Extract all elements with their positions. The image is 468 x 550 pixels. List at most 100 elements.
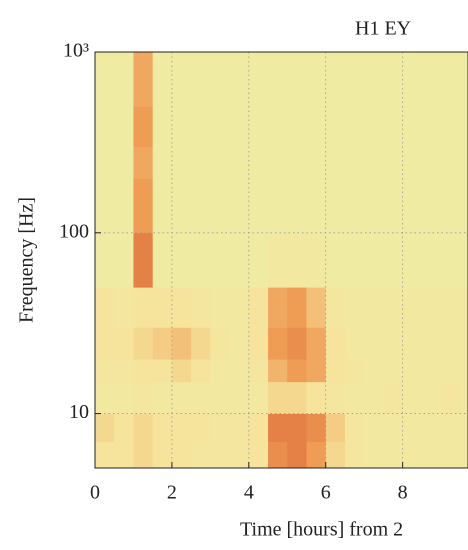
heat-cell xyxy=(287,382,307,414)
heat-cell xyxy=(153,414,173,442)
heat-cell xyxy=(268,178,288,233)
heat-cell xyxy=(403,233,423,288)
heat-cell xyxy=(230,414,250,442)
heat-cell xyxy=(133,327,153,359)
heat-cell xyxy=(306,359,326,382)
heat-cell xyxy=(114,359,134,382)
heat-cell xyxy=(95,106,115,147)
heat-cell xyxy=(326,414,346,442)
heat-cell xyxy=(306,382,326,414)
heat-cell xyxy=(172,442,192,469)
heat-cell xyxy=(191,359,211,382)
heat-cell xyxy=(153,178,173,233)
heat-cell xyxy=(230,382,250,414)
heat-cell xyxy=(210,359,230,382)
heat-cell xyxy=(441,52,461,107)
heat-cell xyxy=(172,52,192,107)
heat-cell xyxy=(364,414,384,442)
heat-cell xyxy=(172,106,192,147)
heat-cell xyxy=(114,442,134,469)
heat-cell xyxy=(326,106,346,147)
heat-cell xyxy=(230,327,250,359)
heat-cell xyxy=(441,359,461,382)
heat-cell xyxy=(383,106,403,147)
heat-cell xyxy=(441,106,461,147)
heat-cell xyxy=(403,359,423,382)
heat-cell xyxy=(383,233,403,288)
heat-cell xyxy=(230,359,250,382)
heat-cell xyxy=(95,359,115,382)
heat-cell xyxy=(460,382,468,414)
heat-cell xyxy=(345,442,365,469)
heat-cell xyxy=(326,233,346,288)
heat-cell xyxy=(249,382,269,414)
heat-cell xyxy=(364,287,384,328)
heat-cell xyxy=(422,287,442,328)
heat-cell xyxy=(287,327,307,359)
heat-cell xyxy=(191,327,211,359)
heat-cell xyxy=(345,178,365,233)
heat-cell xyxy=(249,106,269,147)
heat-cell xyxy=(191,287,211,328)
heat-cell xyxy=(95,327,115,359)
heat-cell xyxy=(268,442,288,469)
heat-cell xyxy=(133,52,153,107)
x-tick-label: 8 xyxy=(398,482,408,504)
heat-cell xyxy=(153,147,173,179)
heat-cell xyxy=(364,106,384,147)
heat-cell xyxy=(172,233,192,288)
heat-cell xyxy=(114,178,134,233)
heat-cell xyxy=(172,287,192,328)
heat-cell xyxy=(422,233,442,288)
heat-cell xyxy=(249,442,269,469)
heat-cell xyxy=(249,287,269,328)
heat-cell xyxy=(133,359,153,382)
heat-cell xyxy=(403,178,423,233)
heat-cell xyxy=(268,106,288,147)
heat-cell xyxy=(441,442,461,469)
heat-cell xyxy=(403,147,423,179)
heat-cell xyxy=(287,414,307,442)
heat-cell xyxy=(383,327,403,359)
heat-cell xyxy=(306,414,326,442)
heat-cell xyxy=(364,442,384,469)
heat-cell xyxy=(95,287,115,328)
heat-cell xyxy=(153,359,173,382)
heat-cell xyxy=(287,178,307,233)
heat-cell xyxy=(460,359,468,382)
heat-cell xyxy=(306,287,326,328)
heat-cell xyxy=(114,382,134,414)
heat-cell xyxy=(422,327,442,359)
heat-cell xyxy=(383,414,403,442)
heat-cell xyxy=(364,147,384,179)
heat-cell xyxy=(114,287,134,328)
heat-cell xyxy=(191,52,211,107)
heat-cell xyxy=(306,106,326,147)
heat-cell xyxy=(230,442,250,469)
heat-cell xyxy=(326,52,346,107)
heat-cell xyxy=(172,414,192,442)
heat-cell xyxy=(403,414,423,442)
chart-title: H1 EY xyxy=(355,18,411,40)
heat-cell xyxy=(249,327,269,359)
y-tick-label: 100 xyxy=(59,220,89,242)
plot-area xyxy=(95,52,468,468)
heat-cell xyxy=(460,327,468,359)
heat-cell xyxy=(326,327,346,359)
heat-cell xyxy=(210,233,230,288)
heat-cell xyxy=(441,382,461,414)
heat-cell xyxy=(422,359,442,382)
heat-cell xyxy=(287,52,307,107)
y-axis-label: Frequency [Hz] xyxy=(16,197,38,323)
heat-cell xyxy=(133,382,153,414)
heat-cell xyxy=(210,147,230,179)
heat-cell xyxy=(191,233,211,288)
heat-cell xyxy=(210,414,230,442)
heat-cell xyxy=(422,382,442,414)
heat-cell xyxy=(422,414,442,442)
heat-cell xyxy=(403,327,423,359)
heat-cell xyxy=(422,178,442,233)
heat-cell xyxy=(441,147,461,179)
heat-cell xyxy=(230,147,250,179)
heat-cell xyxy=(95,52,115,107)
